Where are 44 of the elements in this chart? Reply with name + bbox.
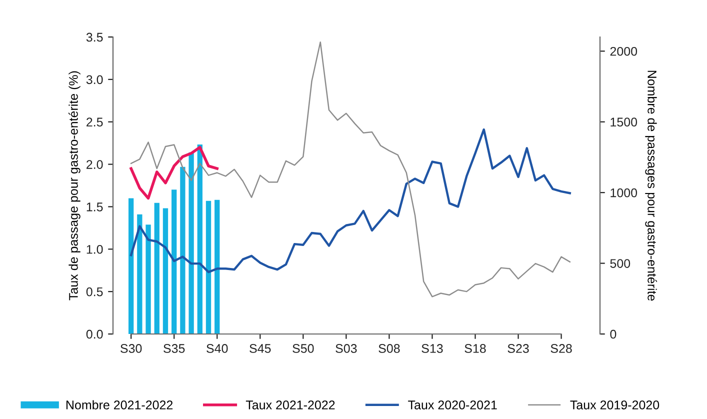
- y-axis-title: Taux de passage pour gastro-entérite (%): [68, 71, 80, 300]
- y-tick-label: 3.0: [86, 75, 103, 84]
- y2-tick-label: 2000: [610, 46, 638, 56]
- x-tick-label: S28: [550, 344, 572, 353]
- y-tick-label: 2.5: [86, 118, 103, 127]
- legend-label: Taux 2020-2021: [408, 400, 497, 410]
- y-tick-label: 1.0: [86, 244, 103, 254]
- bar: [172, 190, 177, 334]
- y-tick-label: 2.0: [86, 160, 103, 169]
- x-tick-label: S30: [120, 344, 142, 353]
- x-tick-label: S08: [378, 344, 400, 353]
- bar: [214, 200, 220, 334]
- x-tick-label: S03: [336, 344, 357, 353]
- bar: [180, 166, 186, 334]
- x-tick-label: S50: [292, 344, 314, 353]
- bar: [188, 152, 194, 334]
- x-tick-label: S13: [422, 344, 443, 353]
- line-series: [130, 41, 571, 298]
- y-tick-label: 3.5: [86, 32, 103, 42]
- x-tick-label: S45: [250, 344, 271, 353]
- bar: [206, 200, 212, 334]
- bar: [128, 198, 134, 334]
- y2-tick-label: 1500: [610, 118, 638, 127]
- legend-label: Nombre 2021-2022: [66, 400, 173, 410]
- x-tick-label: S40: [206, 344, 228, 353]
- y-tick-label: 0.0: [86, 330, 103, 339]
- line-series: [130, 146, 218, 200]
- bar: [146, 224, 151, 334]
- bar: [154, 202, 160, 334]
- bar: [162, 208, 168, 334]
- y-tick-label: 1.5: [86, 202, 103, 212]
- y2-tick-label: 0: [610, 330, 616, 339]
- y2-tick-label: 1000: [610, 188, 638, 198]
- x-tick-label: S35: [164, 344, 185, 353]
- line-series: [130, 128, 571, 274]
- y2-tick-label: 500: [610, 259, 630, 268]
- bar: [197, 144, 202, 334]
- x-tick-label: S18: [464, 344, 486, 353]
- y-tick-label: 0.5: [86, 287, 103, 296]
- y2-axis-title: Nombre de passages pour gastro-entérite: [645, 70, 657, 301]
- legend-label: Taux 2019-2020: [570, 400, 660, 410]
- x-tick-label: S23: [508, 344, 529, 353]
- legend-label: Taux 2021-2022: [246, 400, 335, 410]
- bar: [137, 214, 142, 334]
